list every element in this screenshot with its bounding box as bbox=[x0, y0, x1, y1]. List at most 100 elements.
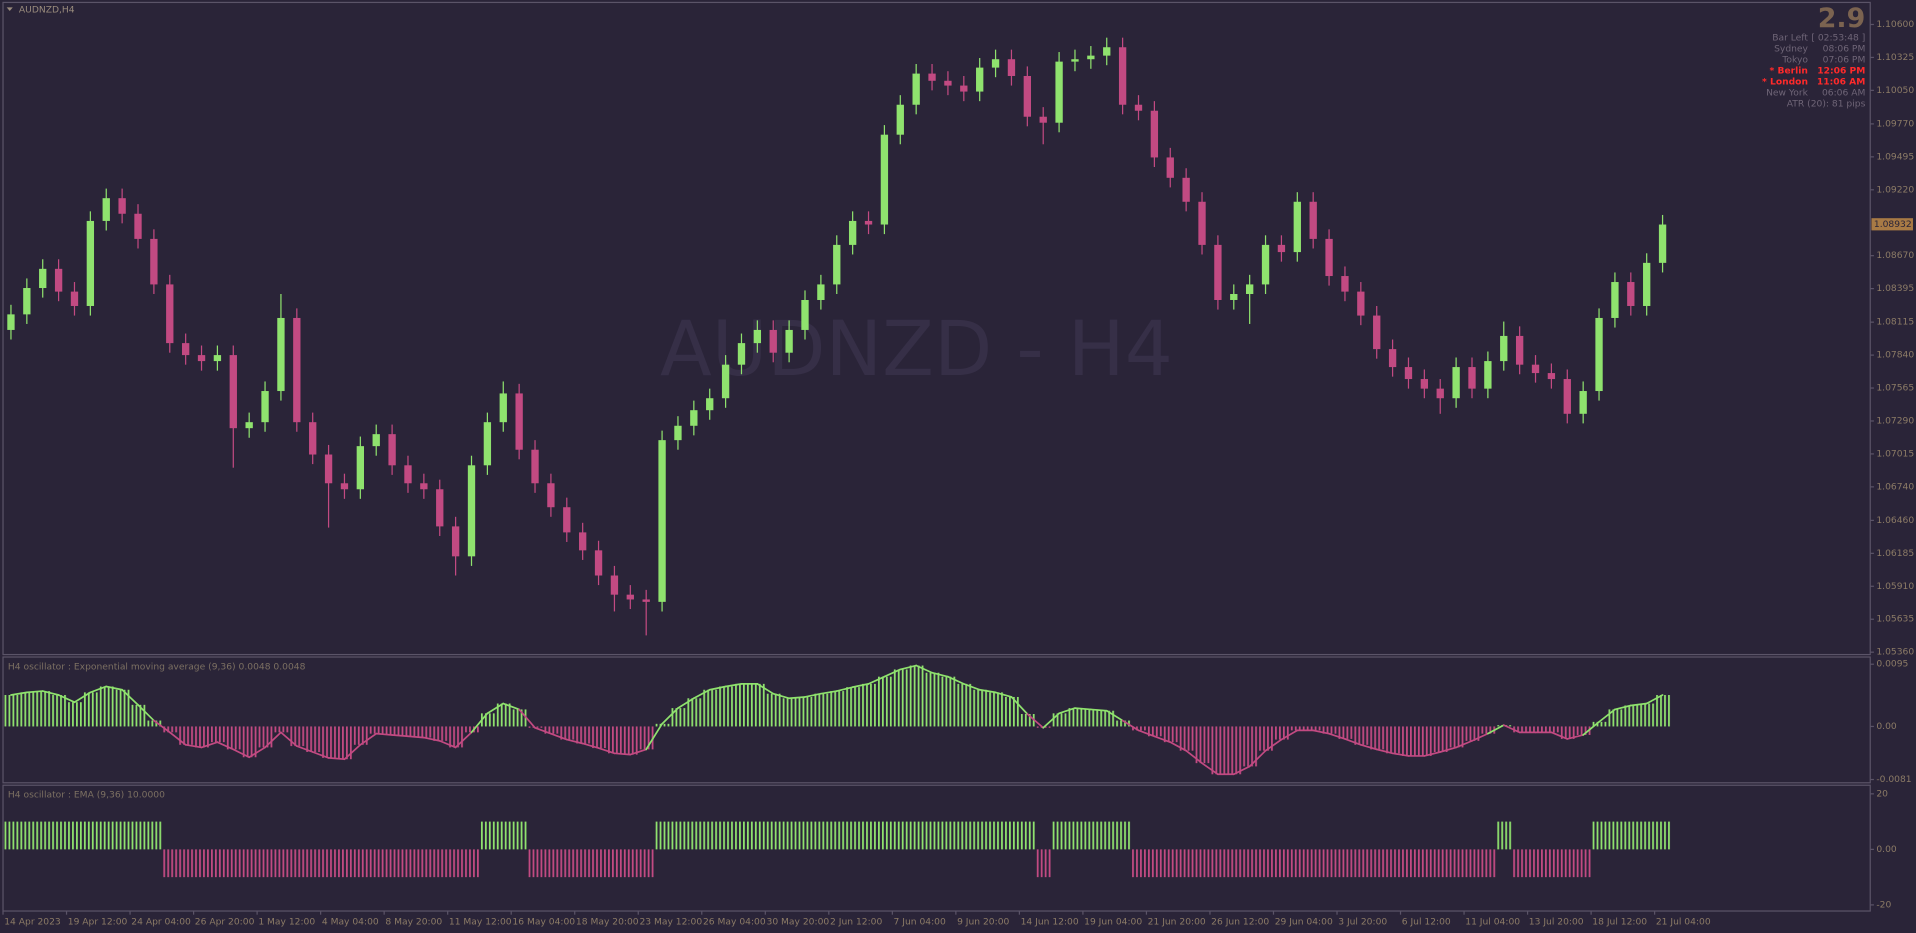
oscillator-bar bbox=[765, 693, 782, 727]
signal-bar bbox=[130, 821, 146, 850]
oscillator-line bbox=[962, 683, 981, 691]
oscillator-bar bbox=[415, 726, 432, 738]
y-tick-label: 1.07840 bbox=[1876, 351, 1914, 361]
oscillator-bar bbox=[606, 726, 623, 754]
candle-body bbox=[1579, 391, 1587, 414]
signal-bar bbox=[384, 849, 401, 878]
oscillator-bar bbox=[1241, 726, 1258, 767]
oscillator-bar bbox=[320, 726, 337, 758]
oscillator-bar bbox=[1003, 696, 1020, 727]
y-tick-label: 1.09770 bbox=[1876, 119, 1914, 129]
signal-bar bbox=[971, 821, 988, 850]
oscillator-bar bbox=[749, 683, 766, 727]
signal-bar bbox=[1591, 821, 1607, 850]
signal-bar bbox=[1448, 849, 1465, 878]
oscillator-bar bbox=[431, 726, 448, 741]
oscillator-bar bbox=[1575, 726, 1592, 735]
candle-body bbox=[864, 220, 873, 225]
signal-bar bbox=[1321, 849, 1338, 878]
oscillator-bar bbox=[1606, 709, 1623, 727]
oscillator-line bbox=[1090, 708, 1108, 712]
oscillator-bar bbox=[860, 683, 877, 727]
candle-body bbox=[1452, 367, 1460, 399]
signal-bar bbox=[257, 849, 273, 878]
oscillator-line bbox=[1026, 713, 1045, 729]
x-tick-label: 21 Jun 20:00 bbox=[1148, 918, 1206, 928]
signal-bar bbox=[1575, 849, 1592, 878]
candle-body bbox=[293, 317, 301, 423]
signal-bar bbox=[955, 821, 972, 850]
oscillator-bar bbox=[1019, 714, 1036, 727]
y-tick-label: 1.07565 bbox=[1876, 384, 1914, 394]
candle-body bbox=[1246, 284, 1254, 295]
y-tick-label: 1.05360 bbox=[1876, 648, 1914, 658]
oscillator-line bbox=[756, 683, 775, 695]
candle-body bbox=[309, 422, 317, 455]
x-tick-label: 7 Jun 04:00 bbox=[894, 918, 946, 928]
oscillator-line bbox=[1598, 708, 1616, 723]
oscillator-line bbox=[629, 748, 648, 756]
signal-bar bbox=[34, 821, 51, 850]
signal-bar bbox=[1114, 821, 1131, 850]
symbol-label: AUDNZD,H4 bbox=[19, 5, 75, 15]
y-tick-label: 1.07290 bbox=[1876, 416, 1914, 426]
candle-body bbox=[1531, 364, 1540, 374]
oscillator-line bbox=[661, 707, 679, 725]
oscillator-bar bbox=[225, 726, 242, 750]
oscillator-bar bbox=[177, 726, 194, 745]
collapse-arrow[interactable] bbox=[6, 7, 13, 11]
candle-body bbox=[86, 220, 95, 306]
candle-body bbox=[1261, 244, 1270, 285]
candle-body bbox=[340, 483, 349, 490]
signal-bar bbox=[638, 849, 655, 878]
oscillator-line bbox=[1169, 741, 1187, 752]
oscillator-line bbox=[1391, 752, 1410, 757]
candle-body bbox=[213, 355, 222, 362]
candle-body bbox=[1039, 116, 1047, 123]
signal-bar bbox=[1003, 821, 1020, 850]
oscillator-line bbox=[10, 691, 28, 696]
candle-body bbox=[1230, 294, 1238, 300]
oscillator-bar bbox=[685, 698, 702, 727]
x-tick-label: 6 Jul 12:00 bbox=[1402, 918, 1451, 928]
signal-bar bbox=[1289, 849, 1306, 878]
y-tick-label: 1.10050 bbox=[1876, 86, 1914, 96]
candle-body bbox=[1420, 379, 1429, 389]
signal-bar bbox=[1352, 849, 1369, 878]
candle-body bbox=[1166, 157, 1174, 178]
info-row-label: Tokyo bbox=[1781, 55, 1808, 65]
signal-bar bbox=[1543, 849, 1560, 878]
oscillator-bar bbox=[511, 709, 528, 727]
candle-body bbox=[1595, 317, 1603, 392]
x-tick-label: 18 Jul 12:00 bbox=[1592, 918, 1647, 928]
candle-body bbox=[642, 599, 650, 602]
oscillator-line bbox=[248, 746, 266, 759]
y-tick-label: 0.0095 bbox=[1876, 660, 1908, 670]
signal-bar bbox=[1241, 849, 1258, 878]
y-tick-label: 1.08395 bbox=[1876, 284, 1914, 294]
signal-bar bbox=[336, 849, 353, 878]
signal-bar bbox=[1638, 821, 1655, 850]
signal-bar bbox=[1209, 849, 1226, 878]
oscillator-line bbox=[1074, 707, 1092, 711]
candle-body bbox=[1071, 59, 1079, 62]
oscillator-line bbox=[438, 740, 457, 749]
oscillator-line bbox=[851, 683, 870, 688]
oscillator-bar bbox=[844, 687, 861, 727]
candle-body bbox=[848, 220, 857, 245]
candle-body bbox=[1087, 55, 1095, 60]
candle-body bbox=[1055, 61, 1063, 123]
oscillator-bar bbox=[1638, 703, 1655, 727]
candle-body bbox=[1293, 201, 1301, 253]
signal-bar bbox=[527, 849, 543, 878]
oscillator-line bbox=[1312, 729, 1330, 735]
signal-bar bbox=[892, 821, 909, 850]
oscillator-bar bbox=[1067, 708, 1083, 727]
info-row-value: 12:06 PM bbox=[1817, 66, 1865, 76]
oscillator-bar bbox=[1448, 726, 1465, 748]
signal-bar bbox=[1368, 849, 1385, 878]
oscillator-line bbox=[1582, 721, 1600, 736]
signal-bar bbox=[860, 821, 877, 850]
oscillator-bar bbox=[622, 726, 639, 755]
oscillator-line bbox=[978, 688, 997, 694]
